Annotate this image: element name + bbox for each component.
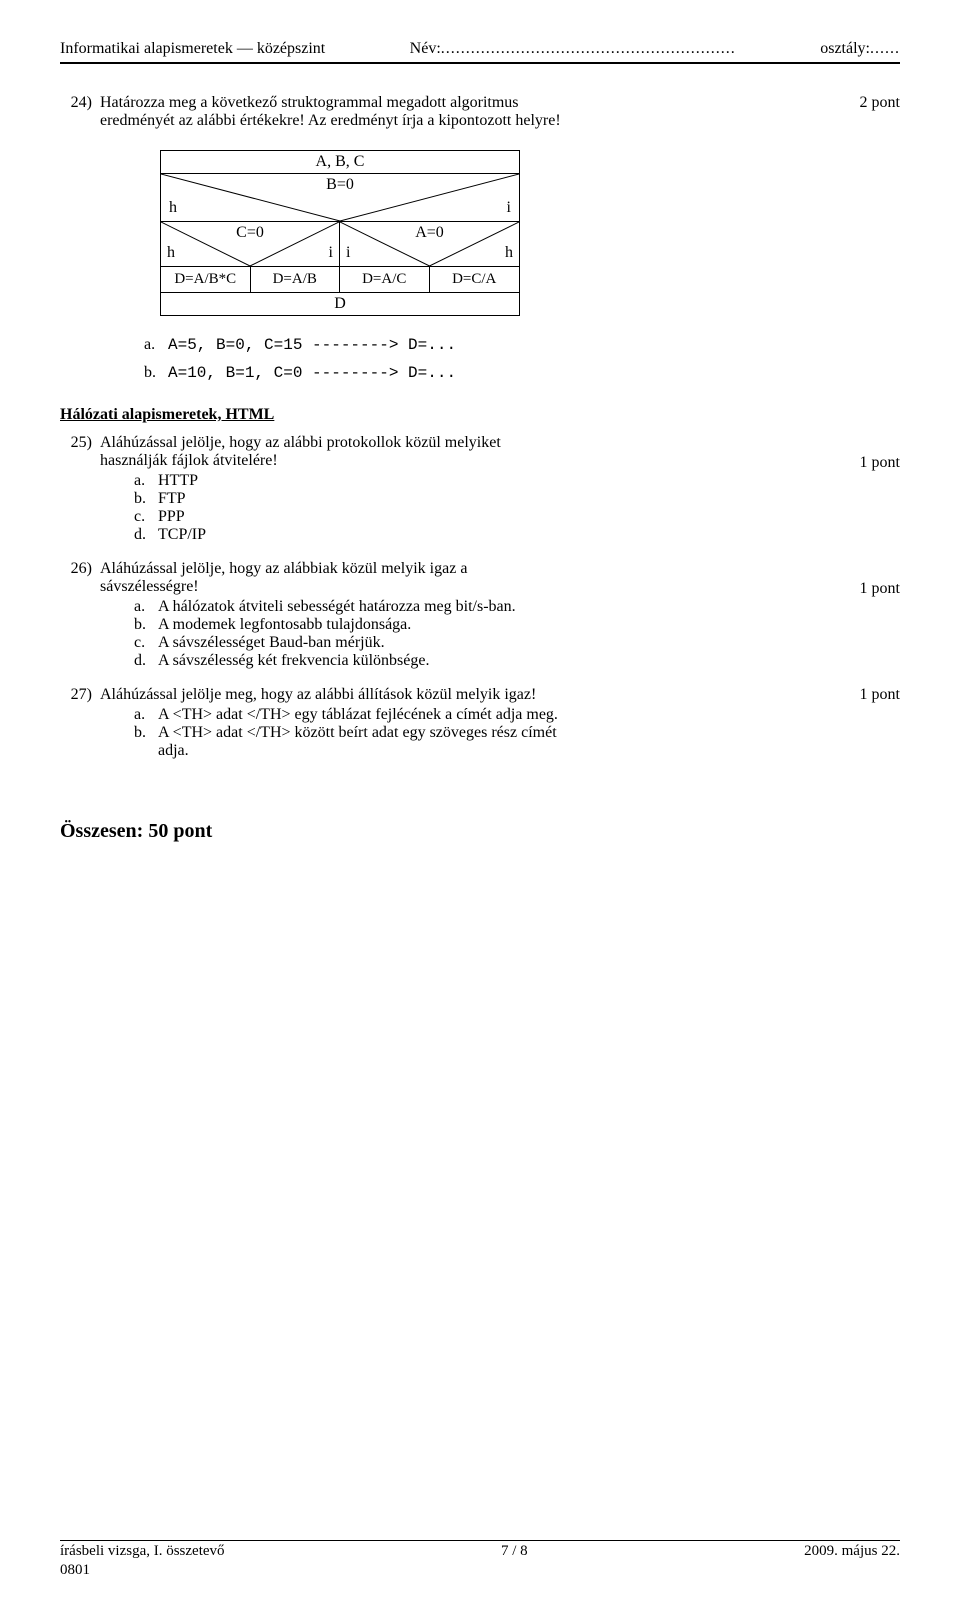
q24-line1: Határozza meg a következő struktogrammal… [100,94,519,111]
sg-cell-0: D=A/B*C [161,266,251,292]
sg-top: A, B, C [161,151,519,173]
section-title: Hálózati alapismeretek, HTML [60,406,900,424]
q25-c-lab: c. [130,508,158,526]
q27-num: 27) [60,686,100,704]
header-rule [60,62,900,64]
q26-d-lab: d. [130,652,158,670]
footer-left2: 0801 [60,1562,90,1579]
page-footer: írásbeli vizsga, I. összetevő 7 / 8 2009… [60,1540,900,1579]
question-24: 24) Határozza meg a következő struktogra… [60,94,900,130]
q26-c: A sávszélességet Baud-ban mérjük. [158,634,830,652]
sg-cell-2: D=A/C [340,266,430,292]
q24-num: 24) [60,94,100,112]
q26-line2: sávszélességre! [100,578,199,595]
q27-points: 1 pont [840,686,900,704]
q24-b-lab: b. [140,364,168,382]
footer-left: írásbeli vizsga, I. összetevő [60,1543,225,1560]
total-points: Összesen: 50 pont [60,820,900,843]
class-label: osztály: [820,40,870,58]
sg-dec1-left: h [169,199,177,217]
q26-b: A modemek legfontosabb tulajdonsága. [158,616,830,634]
q24-answers: a. A=5, B=0, C=15 --------> D=... b. A=1… [140,336,900,382]
q24-a-text: A=5, B=0, C=15 --------> D=... [168,336,900,354]
q26-a: A hálózatok átviteli sebességét határozz… [158,598,830,616]
header-left: Informatikai alapismeretek — középszint [60,40,325,58]
q25-d-lab: d. [130,526,158,544]
q26-a-lab: a. [130,598,158,616]
footer-right: 2009. május 22. [804,1543,900,1560]
sg-dec2l-left: h [167,244,175,262]
q25-a-lab: a. [130,472,158,490]
q25-body: Aláhúzással jelölje, hogy az alábbi prot… [100,434,840,544]
q27-text: Aláhúzással jelölje meg, hogy az alábbi … [100,686,536,703]
page-header: Informatikai alapismeretek — középszint … [60,40,900,58]
sg-dec2l-label: C=0 [236,224,264,242]
q24-points: 2 pont [840,94,900,112]
q24-a-lab: a. [140,336,168,354]
sg-cells: D=A/B*C D=A/B D=A/C D=C/A [161,266,519,292]
header-name: Név: ...................................… [410,40,736,58]
footer-rule [60,1540,900,1541]
q26-c-lab: c. [130,634,158,652]
q25-d: TCP/IP [158,526,830,544]
question-27: 27) Aláhúzással jelölje meg, hogy az alá… [60,686,900,760]
question-25: 25) Aláhúzással jelölje, hogy az alábbi … [60,434,900,544]
name-dots: ........................................… [441,40,736,58]
footer-center: 7 / 8 [501,1543,528,1560]
q27-b-lab: b. [130,724,158,760]
q24-body: Határozza meg a következő struktogrammal… [100,94,840,130]
q24-b-text: A=10, B=1, C=0 --------> D=... [168,364,900,382]
q25-b-lab: b. [130,490,158,508]
struktogram: A, B, C B=0 h i C=0 h i [160,150,520,316]
sg-dec1-right: i [507,199,511,217]
q26-num: 26) [60,560,100,578]
q27-body: Aláhúzással jelölje meg, hogy az alábbi … [100,686,840,760]
q25-b: FTP [158,490,830,508]
sg-bottom: D [161,293,519,315]
sg-dec2r-left: i [346,244,350,262]
q25-points: 1 pont [840,454,900,472]
q24-line2: eredményét az alábbi értékekre! Az eredm… [100,112,561,129]
q26-d: A sávszélesség két frekvencia különbsége… [158,652,830,670]
sg-cell-3: D=C/A [430,266,520,292]
q26-line1: Aláhúzással jelölje, hogy az alábbiak kö… [100,560,467,577]
q27-a-lab: a. [130,706,158,724]
name-label: Név: [410,40,441,58]
sg-decision-main: B=0 h i [161,173,519,221]
sg-dec2r-right: h [505,244,513,262]
q27-b-l1: A <TH> adat </TH> között beírt adat egy … [158,724,557,741]
q27-b-l2: adja. [158,742,189,759]
sg-dec2l-right: i [329,244,333,262]
q26-points: 1 pont [840,580,900,598]
sg-decision-left: C=0 h i [161,222,339,266]
sg-decision-right: A=0 i h [340,222,519,266]
q27-a: A <TH> adat </TH> egy táblázat fejlécéne… [158,706,830,724]
q25-line1: Aláhúzással jelölje, hogy az alábbi prot… [100,434,501,451]
sg-dec2r-label: A=0 [415,224,444,242]
q26-b-lab: b. [130,616,158,634]
q26-body: Aláhúzással jelölje, hogy az alábbiak kö… [100,560,840,670]
header-class: osztály: ...... [820,40,900,58]
sg-dec1-label: B=0 [326,176,354,194]
q27-b: A <TH> adat </TH> között beírt adat egy … [158,724,830,760]
q25-num: 25) [60,434,100,452]
sg-cell-1: D=A/B [251,266,341,292]
question-26: 26) Aláhúzással jelölje, hogy az alábbia… [60,560,900,670]
q25-c: PPP [158,508,830,526]
q25-line2: használják fájlok átvitelére! [100,452,278,469]
class-dots: ...... [870,40,900,58]
q25-a: HTTP [158,472,830,490]
